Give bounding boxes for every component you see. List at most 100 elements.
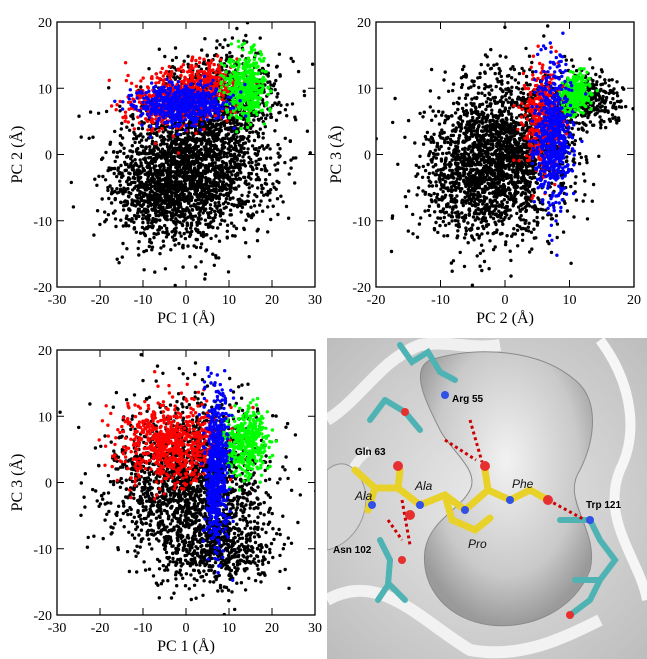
data-point: [254, 61, 258, 66]
data-point: [118, 183, 123, 187]
data-point: [205, 118, 210, 122]
data-point: [181, 187, 186, 191]
data-point: [184, 101, 188, 106]
data-point: [219, 81, 223, 86]
data-point: [148, 135, 153, 139]
data-point: [163, 154, 167, 158]
data-point: [247, 190, 251, 194]
data-point: [150, 161, 155, 166]
data-point: [206, 167, 210, 171]
data-point: [225, 235, 229, 239]
data-point: [117, 261, 121, 265]
data-point: [138, 158, 142, 162]
data-point: [162, 142, 166, 146]
data-point: [265, 156, 269, 160]
data-point: [113, 197, 117, 202]
data-point: [121, 208, 126, 212]
data-point: [221, 143, 225, 147]
data-point: [137, 108, 142, 113]
data-point: [185, 221, 189, 225]
series-0: [376, 24, 634, 287]
data-point: [142, 168, 147, 173]
data-point: [210, 149, 214, 153]
data-point: [191, 66, 195, 71]
data-point: [165, 203, 170, 207]
data-point: [173, 46, 178, 50]
data-point: [190, 58, 194, 63]
points: [376, 24, 634, 287]
data-point: [194, 237, 198, 242]
data-point: [212, 53, 217, 58]
data-point: [221, 45, 225, 50]
data-point: [182, 231, 186, 236]
data-point: [132, 168, 136, 173]
data-point: [217, 177, 221, 181]
data-point: [214, 96, 218, 100]
data-point: [215, 81, 220, 86]
data-point: [265, 193, 270, 197]
data-point: [234, 100, 238, 104]
data-point: [247, 186, 251, 190]
data-point: [95, 209, 100, 213]
data-point: [258, 68, 262, 73]
data-point: [249, 157, 253, 162]
x-tick-label: 20: [265, 293, 279, 308]
data-point: [289, 158, 293, 162]
data-point: [244, 241, 248, 245]
data-point: [231, 196, 235, 200]
data-point: [247, 182, 251, 186]
data-point: [183, 84, 188, 88]
data-point: [136, 175, 140, 180]
data-point: [237, 184, 241, 188]
data-point: [195, 136, 199, 141]
data-point: [100, 197, 104, 201]
data-point: [216, 226, 220, 230]
data-point: [130, 198, 134, 202]
data-point: [246, 147, 250, 151]
data-point: [218, 179, 222, 183]
data-point: [173, 85, 178, 90]
data-point: [294, 156, 298, 160]
data-point: [220, 165, 224, 169]
data-point: [242, 162, 246, 166]
data-point: [147, 115, 152, 119]
data-point: [275, 179, 279, 183]
data-point: [199, 147, 203, 152]
data-point: [134, 104, 138, 109]
data-point: [228, 196, 232, 201]
data-point: [183, 146, 188, 150]
data-point: [241, 76, 246, 81]
data-point: [194, 198, 198, 203]
data-point: [141, 202, 146, 207]
data-point: [224, 83, 229, 87]
data-point: [129, 103, 133, 107]
data-point: [134, 214, 139, 218]
data-point: [266, 92, 270, 97]
data-point: [163, 223, 167, 228]
data-point: [187, 115, 191, 120]
data-point: [203, 107, 207, 112]
data-point: [254, 159, 258, 163]
data-point: [202, 135, 206, 139]
data-point: [176, 67, 180, 71]
data-point: [229, 129, 234, 133]
data-point: [210, 196, 214, 200]
data-point: [259, 183, 264, 188]
data-point: [188, 179, 193, 183]
data-point: [192, 177, 197, 182]
data-point: [148, 182, 153, 186]
data-point: [177, 115, 182, 120]
data-point: [160, 213, 164, 217]
data-point: [180, 158, 184, 162]
data-point: [174, 139, 179, 143]
data-point: [197, 60, 202, 65]
data-point: [226, 95, 230, 99]
data-point: [308, 151, 312, 155]
data-point: [214, 144, 218, 148]
data-point: [256, 95, 260, 100]
data-point: [137, 193, 142, 197]
data-point: [194, 112, 199, 116]
data-point: [258, 127, 262, 131]
data-point: [135, 96, 139, 100]
data-point: [217, 63, 221, 67]
